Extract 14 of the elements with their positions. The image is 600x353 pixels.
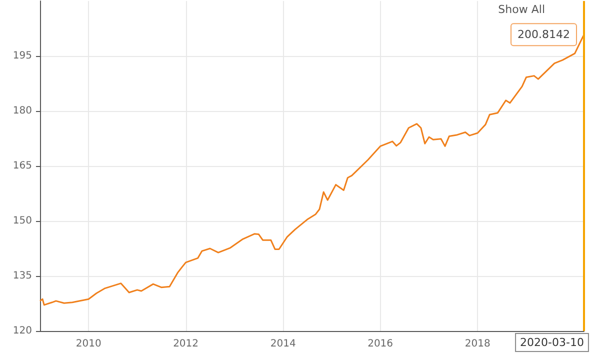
y-tick-label: 180 (12, 106, 32, 116)
y-tick-label: 195 (12, 50, 32, 62)
ref-line-label: 2020-03-10 (520, 336, 584, 349)
y-tick-label: 135 (12, 270, 32, 282)
x-tick-label: 2012 (173, 338, 199, 350)
y-tick-label: 150 (12, 216, 32, 226)
annotation: Show All (498, 3, 546, 16)
y-tick-label: 120 (12, 326, 32, 336)
x-tick-label: 2016 (368, 338, 394, 350)
annotation: 200.8142 (518, 28, 570, 42)
x-tick-label: 2010 (76, 338, 102, 350)
x-tick-label: 2018 (464, 338, 490, 350)
x-tick-label: 2014 (270, 338, 296, 350)
y-tick-label: 165 (12, 160, 32, 172)
